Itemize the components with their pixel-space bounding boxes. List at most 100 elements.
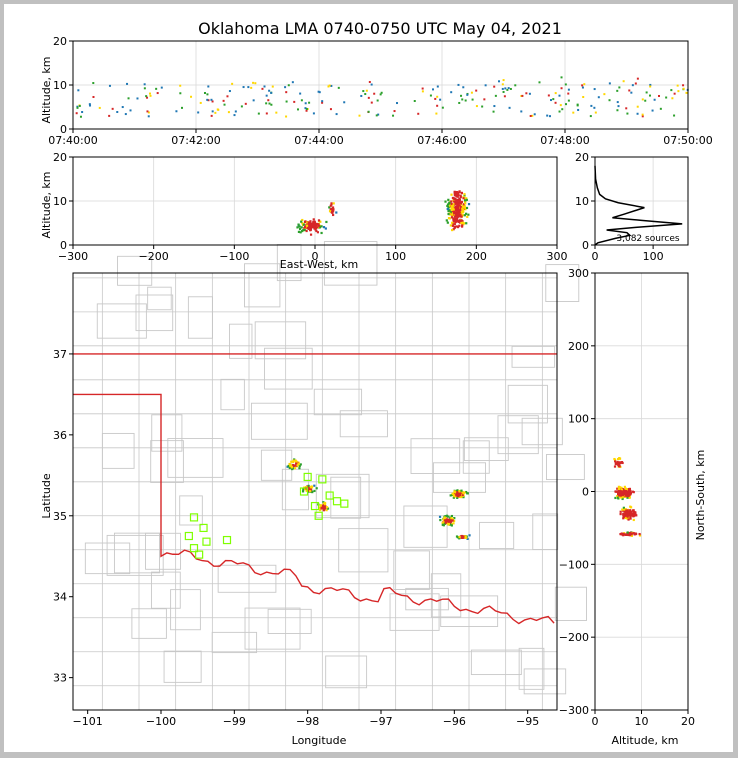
ns-height-source <box>622 534 625 537</box>
plan-view-xtick-label: −95 <box>516 715 539 728</box>
time-height-source <box>252 99 255 102</box>
time-height-source <box>197 111 200 114</box>
time-height-source <box>328 84 331 87</box>
plan-view-source <box>307 490 310 493</box>
ew-height-source <box>308 225 311 229</box>
plan-view-source <box>313 484 316 487</box>
ew-height-source <box>454 200 457 203</box>
ns-height-source <box>621 493 625 497</box>
ew-height-source <box>452 220 456 223</box>
ns-height-source <box>625 533 628 536</box>
county-boundary <box>187 296 213 339</box>
ew-height-source <box>462 223 465 226</box>
ns-height-source <box>617 491 620 494</box>
ew-height-source <box>306 223 309 226</box>
ew-height-source <box>464 202 467 205</box>
plan-view-source <box>465 490 468 494</box>
county-boundary <box>250 402 308 440</box>
time-height-source <box>649 83 652 86</box>
ns-height-source <box>622 517 625 520</box>
plan-view-source <box>466 537 469 540</box>
plan-view-source <box>453 516 456 520</box>
county-boundary <box>244 263 281 308</box>
county-boundary <box>462 440 490 474</box>
time-height-source <box>554 92 557 95</box>
plan-view-xtick-label: −100 <box>146 715 176 728</box>
ew-height-source <box>465 198 468 201</box>
time-height-xtick-label: 07:46:00 <box>417 134 466 147</box>
time-height-source <box>376 99 379 102</box>
time-height-source <box>76 106 79 109</box>
time-height-source <box>308 101 311 104</box>
time-height-source <box>217 108 220 111</box>
time-height-source <box>111 107 114 110</box>
ew-height-source <box>332 202 335 205</box>
time-height-source <box>593 88 596 91</box>
time-height-source <box>525 92 528 95</box>
ew-height-source <box>458 221 462 224</box>
time-height-source <box>649 94 652 97</box>
ns-height-ytick-label: 100 <box>568 413 589 426</box>
plan-view-source <box>290 460 293 463</box>
ew-height-source <box>452 228 455 231</box>
time-height-source <box>124 113 127 116</box>
plan-view-source <box>302 488 305 491</box>
plan-view-source <box>315 487 318 490</box>
time-height-source <box>572 111 575 114</box>
time-height-source <box>148 92 151 95</box>
ns-height-source <box>629 509 632 512</box>
ew-height-source <box>450 206 454 209</box>
ew-height-source <box>330 202 333 205</box>
county-boundary <box>135 294 174 332</box>
ns-height-ytick-label: 0 <box>582 486 589 499</box>
ns-height-source <box>627 512 630 515</box>
time-height-source <box>531 114 534 117</box>
ew-height-source <box>305 229 308 233</box>
plan-view-source <box>464 536 467 539</box>
ns-height-source <box>622 490 625 493</box>
ns-height-xlabel: Altitude, km <box>611 734 678 747</box>
time-height-source <box>299 92 302 95</box>
time-height-source <box>590 104 593 107</box>
ns-height-source <box>613 465 617 468</box>
ew-height-source <box>329 204 332 207</box>
ew-height-source <box>313 225 316 229</box>
ew-height-source <box>458 199 461 202</box>
ns-height-source <box>625 514 629 517</box>
time-height-source <box>625 107 628 110</box>
ns-height-source <box>633 513 636 516</box>
ns-height-source <box>620 496 623 499</box>
ew-height-source <box>457 204 460 207</box>
ns-height-source <box>629 515 632 518</box>
plan-view-source <box>451 518 455 521</box>
ns-height-source <box>623 485 626 488</box>
time-height-source <box>558 94 561 97</box>
time-height-source <box>143 83 146 86</box>
ns-height-source <box>625 489 628 493</box>
ew-height-source <box>453 215 457 218</box>
plan-view-ytick-label: 37 <box>53 348 67 361</box>
time-height-source <box>136 97 139 100</box>
ew-height-xtick-label: 0 <box>312 250 319 263</box>
time-height-source <box>116 111 119 114</box>
ns-height-source <box>629 506 633 509</box>
time-height-source <box>77 89 80 92</box>
ns-height-source <box>629 489 632 493</box>
time-height-source <box>370 101 373 104</box>
county-boundary <box>147 286 172 311</box>
time-height-source <box>270 91 273 94</box>
network-station-marker <box>184 531 193 541</box>
time-height-source <box>271 85 274 88</box>
ns-height-source <box>632 511 636 514</box>
ns-height-ytick-label: −200 <box>559 631 589 644</box>
ew-height-source <box>459 196 462 199</box>
ns-height-ytick-label: 200 <box>568 340 589 353</box>
ns-height-source <box>624 512 627 515</box>
ns-height-source <box>632 509 635 512</box>
ew-height-source <box>311 226 314 229</box>
county-boundary <box>389 593 440 631</box>
plan-view-xtick-label: −99 <box>223 715 246 728</box>
time-height-source <box>210 98 213 101</box>
time-height-source <box>285 115 288 118</box>
time-height-source <box>492 110 495 113</box>
